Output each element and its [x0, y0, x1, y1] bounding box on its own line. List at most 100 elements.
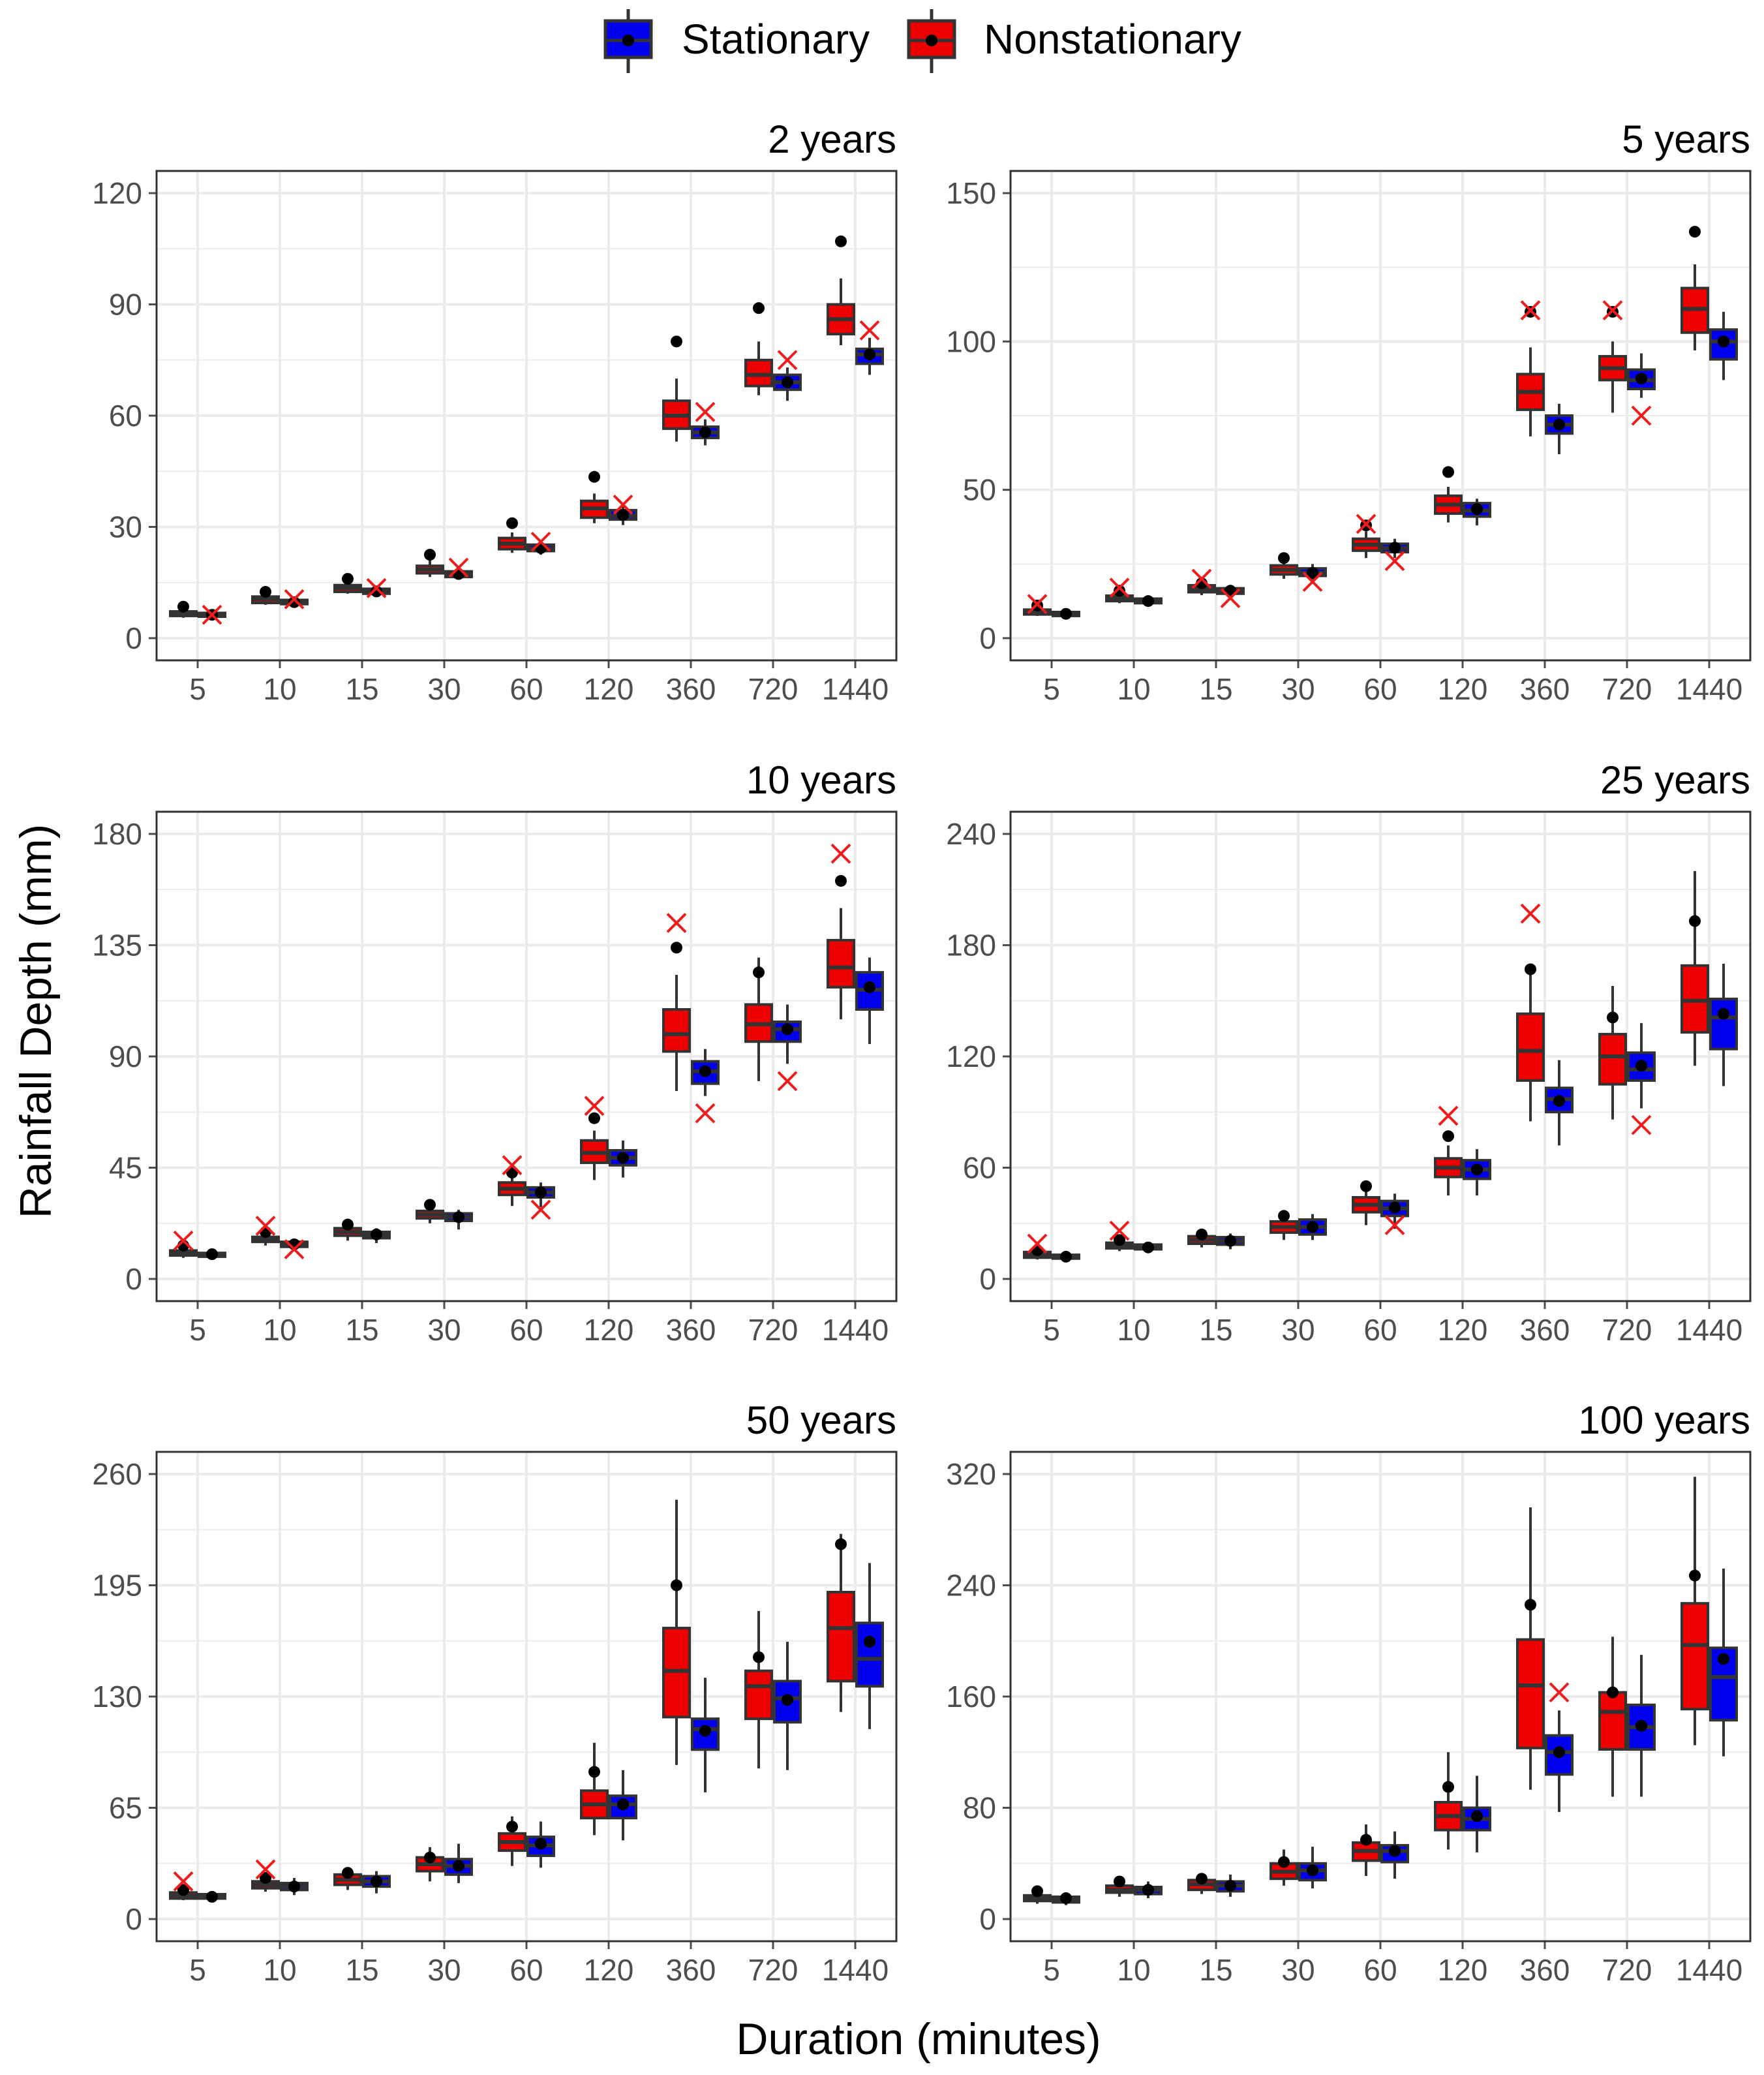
series-nonstationary	[169, 235, 855, 618]
mean-dot	[1607, 1686, 1619, 1698]
x-tick-label: 15	[1199, 672, 1232, 706]
cross-marker	[1602, 300, 1623, 321]
mean-dot	[288, 596, 300, 608]
mean-dot	[177, 600, 189, 613]
x-tick-label: 120	[1438, 672, 1488, 706]
series-stationary	[198, 1563, 884, 1903]
x-tick-label: 5	[189, 1313, 206, 1347]
cross-marker	[1109, 577, 1130, 598]
box-stationary-15	[362, 1228, 391, 1244]
box-nonstationary-60	[498, 1155, 526, 1207]
series-stationary	[1052, 311, 1738, 620]
y-tick-label: 240	[946, 817, 996, 851]
y-axis-title-text: Rainfall Depth (mm)	[11, 824, 61, 1219]
box-stationary-1440	[1709, 963, 1738, 1086]
box-stationary-5	[1052, 1250, 1080, 1263]
box-stationary-15	[362, 577, 391, 598]
x-tick-label: 30	[427, 672, 461, 706]
mean-dot	[342, 573, 354, 585]
box-stationary-120	[609, 1140, 637, 1178]
y-tick-label: 120	[946, 1039, 996, 1073]
x-tick-label: 60	[1363, 1313, 1397, 1347]
mean-dot	[424, 1851, 436, 1864]
box-stationary-30	[1298, 564, 1327, 592]
mean-dot	[453, 568, 464, 580]
mean-dot	[1471, 1810, 1483, 1822]
box-body	[827, 938, 855, 989]
panel-title: 10 years	[746, 758, 896, 802]
mean-dot	[588, 1766, 600, 1778]
mean-dot	[1389, 1845, 1401, 1857]
mean-dot	[1689, 226, 1701, 238]
series-stationary	[198, 320, 884, 625]
mean-dot	[1060, 1250, 1072, 1263]
cross-marker	[859, 320, 880, 341]
box-nonstationary-360	[662, 1499, 691, 1765]
cross-marker	[1384, 551, 1405, 572]
mean-dot	[1114, 1875, 1125, 1888]
cross-marker	[777, 1071, 798, 1092]
x-tick-label: 60	[1363, 1953, 1397, 1987]
mean-dot	[1196, 1873, 1208, 1885]
mean-dot	[1607, 1011, 1619, 1024]
series-nonstationary	[169, 1499, 855, 1901]
mean-dot	[835, 1538, 847, 1550]
cross-stroke	[584, 1096, 605, 1116]
cross-stroke	[777, 350, 798, 371]
panel-100-years: 100 years 0 80 160 240 320 5 10 15 30 60 120 360 720 1…	[946, 1398, 1752, 1987]
mean-dot	[1360, 1180, 1372, 1192]
mean-dot	[753, 302, 765, 315]
box-stationary-60	[526, 1821, 555, 1868]
box-nonstationary-30	[1270, 1210, 1298, 1240]
cross-stroke	[366, 577, 387, 598]
mean-dot	[782, 376, 793, 388]
y-tick-label: 195	[92, 1569, 142, 1603]
mean-dot	[424, 549, 436, 561]
box-stationary-30	[1298, 1847, 1327, 1889]
mean-dot	[260, 1872, 271, 1884]
mean-dot	[1060, 1892, 1072, 1905]
x-tick-label: 30	[427, 1313, 461, 1347]
x-tick-label: 360	[1520, 672, 1570, 706]
box-stationary-10	[1134, 595, 1163, 607]
series-stationary	[1052, 963, 1738, 1263]
cross-stroke	[173, 1230, 194, 1251]
mean-dot	[1031, 1885, 1043, 1898]
panel-25-years: 25 years 0 60 120 180 240 5 10 15 30 60 120 360 720 14…	[946, 758, 1752, 1347]
mean-dot	[1278, 552, 1290, 564]
box-nonstationary-10	[251, 1216, 280, 1246]
cross-stroke	[1027, 594, 1048, 615]
cross-marker	[502, 1155, 523, 1176]
series-nonstationary	[169, 843, 855, 1258]
x-tick-label: 10	[263, 1313, 296, 1347]
x-tick-label: 15	[1199, 1953, 1232, 1987]
mean-dot	[1718, 335, 1729, 348]
mean-dot	[1278, 1210, 1290, 1222]
panel-border	[155, 170, 898, 662]
panel-border	[1009, 810, 1752, 1302]
box-body	[1516, 1638, 1545, 1749]
mean-dot	[1360, 1834, 1372, 1846]
box-stationary-720	[773, 350, 802, 401]
box-nonstationary-1440	[827, 235, 855, 346]
box-stationary-15	[362, 1871, 391, 1894]
box-body	[1709, 997, 1738, 1051]
legend-mean-dot	[622, 35, 634, 46]
mean-dot	[671, 942, 682, 954]
x-tick-label: 5	[1043, 1953, 1060, 1987]
cross-marker	[1631, 405, 1652, 426]
panel-title: 5 years	[1622, 117, 1750, 161]
x-tick-label: 60	[509, 672, 543, 706]
panel-5-years: 5 years 0 50 100 150 5 10 15 30 60 120 360 720 1440	[946, 117, 1752, 706]
panel-title: 25 years	[1600, 758, 1750, 802]
cross-stroke	[1220, 588, 1241, 609]
cross-marker	[202, 604, 222, 625]
box-stationary-5	[198, 1890, 226, 1903]
x-tick-label: 360	[666, 672, 716, 706]
box-nonstationary-720	[744, 302, 773, 395]
box-nonstationary-360	[662, 335, 691, 442]
box-nonstationary-15	[333, 573, 362, 594]
cross-stroke	[1631, 405, 1652, 426]
box-stationary-60	[526, 1182, 555, 1220]
